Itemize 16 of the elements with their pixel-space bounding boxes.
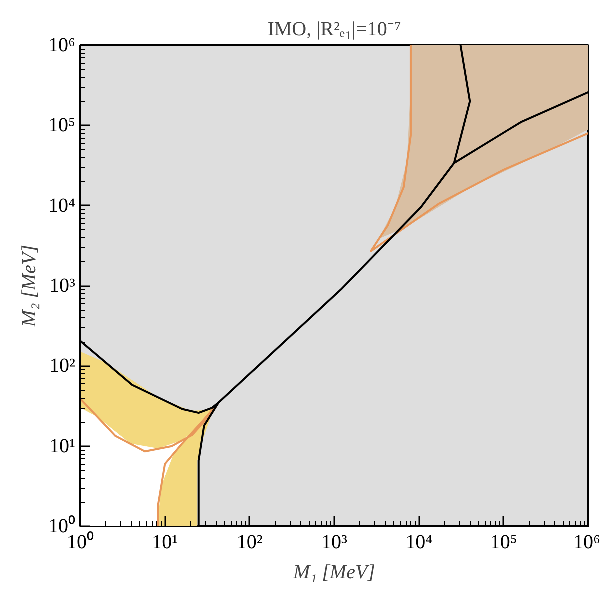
y-tick-label: 10³ [50,275,76,297]
y-tick-label: 10⁴ [48,194,76,217]
y-tick-label: 10² [50,355,76,378]
x-tick-label: 10⁴ [406,532,433,554]
x-tick-label: 10³ [322,532,348,554]
x-tick-label: 10² [236,532,263,554]
y-tick-label: 10⁶ [48,34,76,56]
y-tick-label: 10¹ [50,435,76,458]
y-axis-title: M₂ [MeV] [18,245,40,328]
x-tick-label: 10⁵ [490,532,518,554]
x-axis-title: M₁ [MeV] [292,562,376,584]
chart-title: IMO, |R²ₑ₁|=10⁻⁷ [268,18,402,40]
x-tick-label: 10⁰ [67,530,94,554]
x-tick-label: 10¹ [152,532,178,554]
x-tick-label: 10⁶ [574,532,601,554]
y-tick-label: 10⁵ [48,114,76,137]
